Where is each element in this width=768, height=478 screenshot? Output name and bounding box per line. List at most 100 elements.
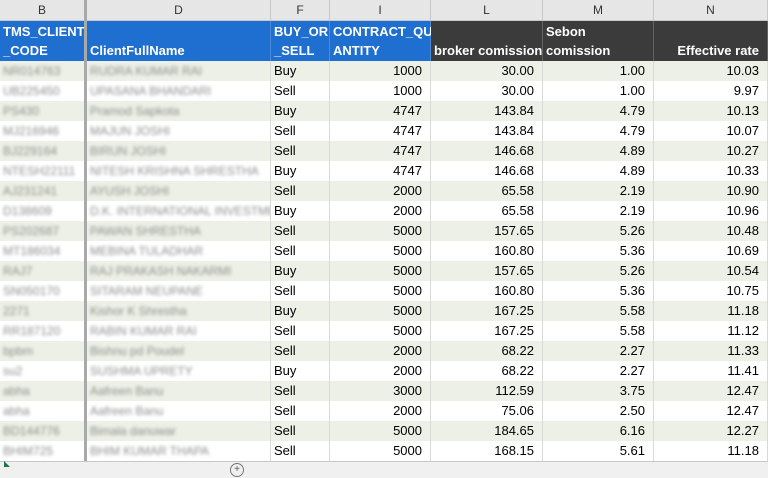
table-row[interactable]: bpbm Bishnu pd Poudel Sell 2000 68.22 2.27 11.… <box>0 341 768 361</box>
cell-quantity[interactable]: 4747 <box>330 161 431 181</box>
table-row[interactable]: NTESH22111 NITESH KRISHNA SHRESTHA Buy 4747… <box>0 161 768 181</box>
cell-sebon-commission[interactable]: 2.27 <box>543 361 654 381</box>
cell-buy-sell[interactable]: Sell <box>271 281 330 301</box>
cell-effective-rate[interactable]: 10.13 <box>654 101 768 121</box>
cell-sebon-commission[interactable]: 5.36 <box>543 241 654 261</box>
cell-effective-rate[interactable]: 10.69 <box>654 241 768 261</box>
cell-client-name[interactable]: D.K. INTERNATIONAL INVESTMENT <box>87 201 271 221</box>
cell-broker-commission[interactable]: 143.84 <box>431 121 543 141</box>
cell-buy-sell[interactable]: Sell <box>271 381 330 401</box>
cell-quantity[interactable]: 4747 <box>330 141 431 161</box>
cell-client-name[interactable]: Bimala danuwar <box>87 421 271 441</box>
table-row[interactable]: PS430 Pramod Sapkota Buy 4747 143.84 4.79 10.1… <box>0 101 768 121</box>
table-row[interactable]: NR014763 RUDRA KUMAR RAI Buy 1000 30.00 1.00 1… <box>0 61 768 81</box>
cell-broker-commission[interactable]: 157.65 <box>431 221 543 241</box>
cell-broker-commission[interactable]: 168.15 <box>431 441 543 461</box>
cell-client-code[interactable]: su2 <box>0 361 85 381</box>
cell-effective-rate[interactable]: 11.12 <box>654 321 768 341</box>
cell-broker-commission[interactable]: 68.22 <box>431 361 543 381</box>
cell-client-code[interactable]: abha <box>0 381 85 401</box>
cell-quantity[interactable]: 2000 <box>330 401 431 421</box>
cell-buy-sell[interactable]: Buy <box>271 301 330 321</box>
cell-quantity[interactable]: 5000 <box>330 321 431 341</box>
cell-sebon-commission[interactable]: 4.89 <box>543 161 654 181</box>
cell-client-name[interactable]: Kishor K Shrestha <box>87 301 271 321</box>
cell-sebon-commission[interactable]: 5.58 <box>543 301 654 321</box>
cell-broker-commission[interactable]: 160.80 <box>431 281 543 301</box>
cell-client-code[interactable]: PS430 <box>0 101 85 121</box>
cell-quantity[interactable]: 2000 <box>330 341 431 361</box>
cell-buy-sell[interactable]: Buy <box>271 201 330 221</box>
cell-broker-commission[interactable]: 157.65 <box>431 261 543 281</box>
table-row[interactable]: PS202687 PAWAN SHRESTHA Sell 5000 157.65 5.26… <box>0 221 768 241</box>
header-client-full-name[interactable]: ClientFullName <box>87 21 271 61</box>
cell-buy-sell[interactable]: Buy <box>271 161 330 181</box>
cell-effective-rate[interactable]: 10.03 <box>654 61 768 81</box>
cell-client-name[interactable]: MAJUN JOSHI <box>87 121 271 141</box>
cell-buy-sell[interactable]: Buy <box>271 361 330 381</box>
cell-buy-sell[interactable]: Sell <box>271 341 330 361</box>
cell-sebon-commission[interactable]: 1.00 <box>543 61 654 81</box>
table-row[interactable]: BHIM725 BHIM KUMAR THAPA Sell 5000 168.15 5.6… <box>0 441 768 461</box>
cell-quantity[interactable]: 1000 <box>330 81 431 101</box>
cell-client-code[interactable]: AJ231241 <box>0 181 85 201</box>
cell-client-name[interactable]: RUDRA KUMAR RAI <box>87 61 271 81</box>
cell-client-code[interactable]: BJ229164 <box>0 141 85 161</box>
cell-client-name[interactable]: UPASANA BHANDARI <box>87 81 271 101</box>
table-row[interactable]: abha Aafreen Banu Sell 3000 112.59 3.75 12.47 <box>0 381 768 401</box>
cell-effective-rate[interactable]: 11.41 <box>654 361 768 381</box>
cell-client-code[interactable]: NTESH22111 <box>0 161 85 181</box>
cell-broker-commission[interactable]: 167.25 <box>431 301 543 321</box>
cell-client-code[interactable]: UB225450 <box>0 81 85 101</box>
cell-quantity[interactable]: 5000 <box>330 261 431 281</box>
cell-effective-rate[interactable]: 10.27 <box>654 141 768 161</box>
cell-client-code[interactable]: MJ216946 <box>0 121 85 141</box>
cell-client-code[interactable]: abha <box>0 401 85 421</box>
table-row[interactable]: D138609 D.K. INTERNATIONAL INVESTMENT Buy 2… <box>0 201 768 221</box>
cell-effective-rate[interactable]: 11.18 <box>654 301 768 321</box>
table-row[interactable]: MJ216946 MAJUN JOSHI Sell 4747 143.84 4.79 10.… <box>0 121 768 141</box>
cell-buy-sell[interactable]: Sell <box>271 241 330 261</box>
cell-quantity[interactable]: 5000 <box>330 281 431 301</box>
cell-quantity[interactable]: 5000 <box>330 441 431 461</box>
header-effective-rate[interactable]: Effective rate <box>654 21 768 61</box>
cell-quantity[interactable]: 2000 <box>330 181 431 201</box>
cell-client-code[interactable]: 2271 <box>0 301 85 321</box>
cell-sebon-commission[interactable]: 2.19 <box>543 201 654 221</box>
cell-effective-rate[interactable]: 11.33 <box>654 341 768 361</box>
cell-client-code[interactable]: RAJ7 <box>0 261 85 281</box>
cell-client-code[interactable]: bpbm <box>0 341 85 361</box>
cell-broker-commission[interactable]: 160.80 <box>431 241 543 261</box>
cell-broker-commission[interactable]: 143.84 <box>431 101 543 121</box>
cell-client-code[interactable]: SN050170 <box>0 281 85 301</box>
cell-sebon-commission[interactable]: 1.00 <box>543 81 654 101</box>
cell-broker-commission[interactable]: 30.00 <box>431 81 543 101</box>
table-row[interactable]: MT186034 MEBINA TULADHAR Sell 5000 160.80 5.3… <box>0 241 768 261</box>
cell-client-code[interactable]: MT186034 <box>0 241 85 261</box>
cell-effective-rate[interactable]: 10.07 <box>654 121 768 141</box>
table-row[interactable]: BD144776 Bimala danuwar Sell 5000 184.65 6.16… <box>0 421 768 441</box>
cell-quantity[interactable]: 5000 <box>330 221 431 241</box>
cell-client-name[interactable]: RAJ PRAKASH NAKARMI <box>87 261 271 281</box>
cell-client-code[interactable]: D138609 <box>0 201 85 221</box>
column-header-d[interactable]: D <box>87 0 271 20</box>
cell-quantity[interactable]: 5000 <box>330 301 431 321</box>
cell-broker-commission[interactable]: 65.58 <box>431 201 543 221</box>
cell-quantity[interactable]: 5000 <box>330 421 431 441</box>
cell-buy-sell[interactable]: Buy <box>271 101 330 121</box>
cell-buy-sell[interactable]: Sell <box>271 121 330 141</box>
cell-buy-sell[interactable]: Sell <box>271 441 330 461</box>
cell-sebon-commission[interactable]: 4.79 <box>543 101 654 121</box>
cell-effective-rate[interactable]: 12.47 <box>654 401 768 421</box>
cell-client-name[interactable]: BHIM KUMAR THAPA <box>87 441 271 461</box>
table-row[interactable]: 2271 Kishor K Shrestha Buy 5000 167.25 5.58 11… <box>0 301 768 321</box>
cell-buy-sell[interactable]: Sell <box>271 321 330 341</box>
cell-client-code[interactable]: NR014763 <box>0 61 85 81</box>
cell-effective-rate[interactable]: 10.48 <box>654 221 768 241</box>
cell-client-name[interactable]: SITARAM NEUPANE <box>87 281 271 301</box>
cell-quantity[interactable]: 4747 <box>330 101 431 121</box>
cell-sebon-commission[interactable]: 5.58 <box>543 321 654 341</box>
cell-quantity[interactable]: 1000 <box>330 61 431 81</box>
cell-sebon-commission[interactable]: 5.26 <box>543 261 654 281</box>
cell-client-name[interactable]: BIRUN JOSHI <box>87 141 271 161</box>
